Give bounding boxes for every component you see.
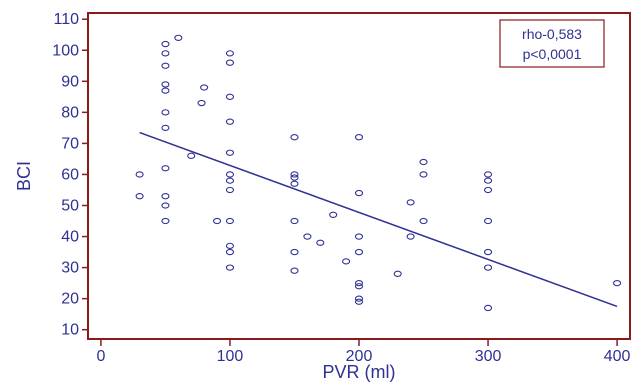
data-point <box>354 283 364 290</box>
data-point <box>290 217 299 225</box>
y-tick-label: 60 <box>61 166 79 183</box>
x-tick-label: 400 <box>604 348 631 365</box>
regression-line <box>139 131 618 308</box>
data-point <box>161 62 170 69</box>
data-point <box>290 267 299 274</box>
data-point <box>316 239 325 246</box>
data-point <box>354 233 364 240</box>
data-point <box>354 134 364 141</box>
data-point <box>225 171 235 178</box>
x-tick-label: 300 <box>475 348 502 365</box>
data-point <box>161 217 170 225</box>
data-point <box>354 189 364 197</box>
data-point <box>174 34 183 41</box>
data-point <box>419 217 428 225</box>
data-point <box>161 165 170 172</box>
data-point <box>161 81 170 88</box>
data-point <box>161 87 170 94</box>
y-tick-label: 10 <box>61 322 79 339</box>
data-point <box>419 158 428 166</box>
data-point <box>225 217 235 225</box>
data-point <box>354 298 364 305</box>
data-point <box>161 193 170 200</box>
y-axis: 10 20 30 40 50 60 70 80 90 100 110 <box>52 11 88 339</box>
data-point <box>212 217 222 225</box>
y-tick-label: 100 <box>52 42 79 59</box>
data-point <box>161 202 170 209</box>
data-point <box>290 174 299 181</box>
data-point <box>135 171 144 178</box>
data-point <box>393 270 402 277</box>
data-point <box>225 118 235 125</box>
data-point <box>406 199 415 206</box>
data-point <box>225 186 235 194</box>
y-tick-label: 80 <box>61 104 79 121</box>
data-point <box>200 84 209 91</box>
data-point <box>187 152 196 159</box>
data-point <box>354 248 364 256</box>
data-point <box>406 233 415 240</box>
stats-annotation: rho-0,583 p<0,0001 <box>499 19 605 68</box>
y-tick-label: 50 <box>61 197 79 214</box>
data-point <box>225 177 235 184</box>
y-tick-label: 110 <box>53 11 79 28</box>
y-tick-label: 40 <box>61 229 79 246</box>
x-axis: 0 100 200 300 400 <box>96 339 631 365</box>
data-point <box>225 248 235 256</box>
stats-p-value: p<0,0001 <box>523 46 582 62</box>
data-point <box>483 177 493 184</box>
data-point <box>161 50 170 57</box>
y-tick-label: 90 <box>61 73 79 90</box>
data-points <box>135 34 622 312</box>
data-point <box>225 93 235 100</box>
data-point <box>290 134 299 141</box>
data-point <box>225 149 235 156</box>
data-point <box>354 279 364 287</box>
data-point <box>329 211 338 218</box>
y-tick-label: 70 <box>61 135 79 152</box>
stats-rho: rho-0,583 <box>522 26 582 42</box>
data-point <box>225 59 235 66</box>
data-point <box>483 248 493 256</box>
data-point <box>197 99 206 107</box>
data-point <box>342 258 351 265</box>
data-point <box>483 217 493 225</box>
x-tick-label: 200 <box>346 348 373 365</box>
data-point <box>483 186 493 194</box>
data-point <box>303 233 312 240</box>
data-point <box>483 171 493 178</box>
data-point <box>161 109 170 116</box>
data-point <box>161 124 170 132</box>
data-point <box>419 171 428 178</box>
data-point <box>290 171 299 178</box>
data-point <box>613 279 622 287</box>
y-tick-label: 20 <box>61 291 79 308</box>
x-tick-label: 0 <box>96 348 105 365</box>
x-axis-title: PVR (ml) <box>323 362 396 382</box>
x-tick-label: 100 <box>217 348 244 365</box>
y-tick-label: 30 <box>61 260 79 277</box>
data-point <box>161 40 170 48</box>
data-point <box>354 295 364 302</box>
data-point <box>483 304 493 312</box>
data-point <box>225 50 235 57</box>
data-point <box>290 248 299 256</box>
data-point <box>225 264 235 271</box>
data-point <box>290 180 299 187</box>
data-point <box>225 242 235 250</box>
data-point <box>483 264 493 271</box>
y-axis-title: BCI <box>14 161 34 191</box>
stats-annotation-box <box>499 19 605 68</box>
data-point <box>135 193 144 200</box>
